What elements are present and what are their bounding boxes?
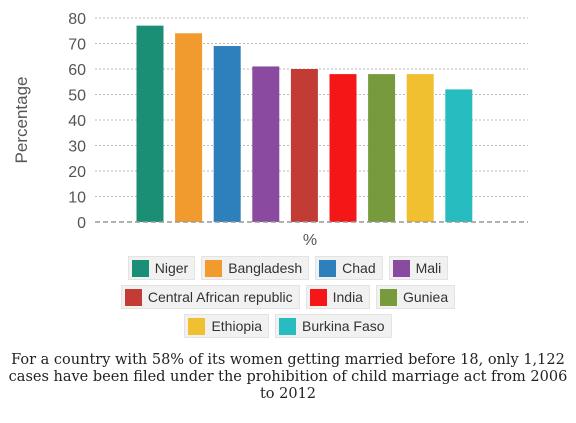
bar-guniea[interactable] bbox=[368, 74, 396, 222]
y-tick-label: 60 bbox=[68, 62, 86, 79]
legend-label: Guniea bbox=[402, 289, 449, 305]
legend-swatch bbox=[279, 317, 297, 335]
legend-item-ethiopia[interactable]: Ethiopia bbox=[184, 314, 270, 338]
y-axis-ticks: 0 10 20 30 40 50 60 70 80 bbox=[68, 11, 86, 232]
y-tick-label: 10 bbox=[68, 190, 86, 207]
legend-swatch bbox=[205, 259, 223, 277]
bar-central-african-republic[interactable] bbox=[290, 69, 318, 222]
bars bbox=[136, 25, 473, 223]
legend-swatch bbox=[319, 259, 337, 277]
bar-niger[interactable] bbox=[136, 25, 164, 223]
bar-chart: 0 10 20 30 40 50 60 70 80 Percentage % bbox=[12, 11, 528, 249]
y-tick-label: 30 bbox=[68, 139, 86, 156]
legend: Niger Bangladesh Chad Mali Central African r… bbox=[0, 256, 576, 343]
legend-item-guniea[interactable]: Guniea bbox=[375, 285, 456, 309]
bar-mali[interactable] bbox=[252, 66, 280, 222]
legend-swatch bbox=[131, 259, 149, 277]
legend-label: Niger bbox=[154, 260, 189, 276]
legend-item-niger[interactable]: Niger bbox=[127, 256, 196, 280]
bar-ethiopia[interactable] bbox=[406, 74, 434, 222]
legend-label: Ethiopia bbox=[211, 318, 263, 334]
bar-bangladesh[interactable] bbox=[175, 33, 203, 222]
legend-item-central-african-republic[interactable]: Central African republic bbox=[120, 285, 300, 309]
chart-caption: For a country with 58% of its women gett… bbox=[8, 352, 568, 402]
legend-label: India bbox=[332, 289, 363, 305]
legend-row: Ethiopia Burkina Faso bbox=[0, 314, 576, 338]
legend-label: Chad bbox=[342, 260, 376, 276]
y-tick-label: 40 bbox=[68, 113, 86, 130]
legend-label: Bangladesh bbox=[228, 260, 303, 276]
legend-row: Niger Bangladesh Chad Mali bbox=[0, 256, 576, 280]
y-tick-label: 20 bbox=[68, 164, 86, 181]
y-tick-label: 50 bbox=[68, 88, 86, 105]
legend-swatch bbox=[392, 259, 410, 277]
legend-label: Central African republic bbox=[147, 289, 293, 305]
bar-chad[interactable] bbox=[213, 46, 241, 222]
legend-item-india[interactable]: India bbox=[305, 285, 370, 309]
bar-india[interactable] bbox=[329, 74, 357, 222]
legend-item-chad[interactable]: Chad bbox=[315, 256, 383, 280]
legend-item-burkina-faso[interactable]: Burkina Faso bbox=[275, 314, 392, 338]
legend-row: Central African republic India Guniea bbox=[0, 285, 576, 309]
bar-burkina-faso[interactable] bbox=[445, 89, 473, 223]
legend-label: Burkina Faso bbox=[302, 318, 385, 334]
legend-swatch bbox=[379, 288, 397, 306]
legend-item-mali[interactable]: Mali bbox=[388, 256, 449, 280]
y-tick-label: 0 bbox=[77, 215, 86, 232]
legend-swatch bbox=[309, 288, 327, 306]
legend-swatch bbox=[188, 317, 206, 335]
legend-swatch bbox=[124, 288, 142, 306]
y-tick-label: 80 bbox=[68, 11, 86, 28]
legend-label: Mali bbox=[415, 260, 442, 276]
x-axis-label: % bbox=[303, 232, 317, 249]
legend-item-bangladesh[interactable]: Bangladesh bbox=[201, 256, 310, 280]
y-tick-label: 70 bbox=[68, 37, 86, 54]
y-axis-label: Percentage bbox=[12, 77, 31, 164]
